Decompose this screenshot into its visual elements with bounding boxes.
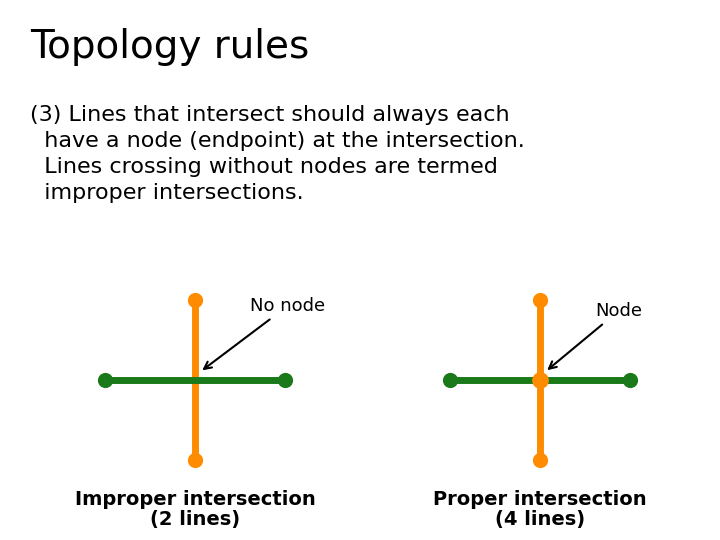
Text: Topology rules: Topology rules — [30, 28, 310, 66]
Point — [444, 376, 456, 384]
Text: Lines crossing without nodes are termed: Lines crossing without nodes are termed — [30, 157, 498, 177]
Point — [534, 456, 546, 464]
Text: (4 lines): (4 lines) — [495, 510, 585, 529]
Point — [189, 296, 201, 305]
Text: have a node (endpoint) at the intersection.: have a node (endpoint) at the intersecti… — [30, 131, 525, 151]
Point — [534, 296, 546, 305]
Point — [189, 456, 201, 464]
Point — [534, 376, 546, 384]
Text: Improper intersection: Improper intersection — [75, 490, 315, 509]
Point — [624, 376, 636, 384]
Text: No node: No node — [204, 297, 325, 369]
Text: (2 lines): (2 lines) — [150, 510, 240, 529]
Point — [99, 376, 111, 384]
Text: (3) Lines that intersect should always each: (3) Lines that intersect should always e… — [30, 105, 510, 125]
Text: improper intersections.: improper intersections. — [30, 183, 304, 203]
Text: Proper intersection: Proper intersection — [433, 490, 647, 509]
Point — [279, 376, 291, 384]
Text: Node: Node — [549, 302, 642, 369]
